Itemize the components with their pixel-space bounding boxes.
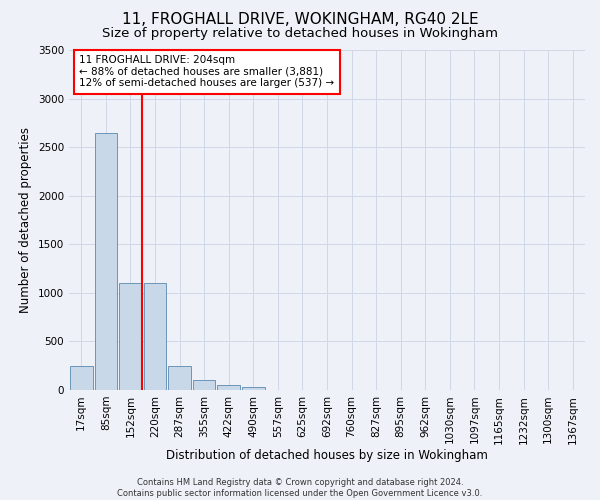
Text: 11 FROGHALL DRIVE: 204sqm
← 88% of detached houses are smaller (3,881)
12% of se: 11 FROGHALL DRIVE: 204sqm ← 88% of detac… [79, 55, 334, 88]
Y-axis label: Number of detached properties: Number of detached properties [19, 127, 32, 313]
Text: Contains HM Land Registry data © Crown copyright and database right 2024.
Contai: Contains HM Land Registry data © Crown c… [118, 478, 482, 498]
Bar [70, 366, 92, 390]
X-axis label: Distribution of detached houses by size in Wokingham: Distribution of detached houses by size … [166, 449, 488, 462]
Bar [119, 283, 142, 390]
Text: Size of property relative to detached houses in Wokingham: Size of property relative to detached ho… [102, 28, 498, 40]
Bar [143, 283, 166, 390]
Bar [217, 385, 240, 390]
Bar [168, 366, 191, 390]
Bar [242, 387, 265, 390]
Text: 11, FROGHALL DRIVE, WOKINGHAM, RG40 2LE: 11, FROGHALL DRIVE, WOKINGHAM, RG40 2LE [122, 12, 478, 28]
Bar [95, 132, 117, 390]
Bar [193, 380, 215, 390]
